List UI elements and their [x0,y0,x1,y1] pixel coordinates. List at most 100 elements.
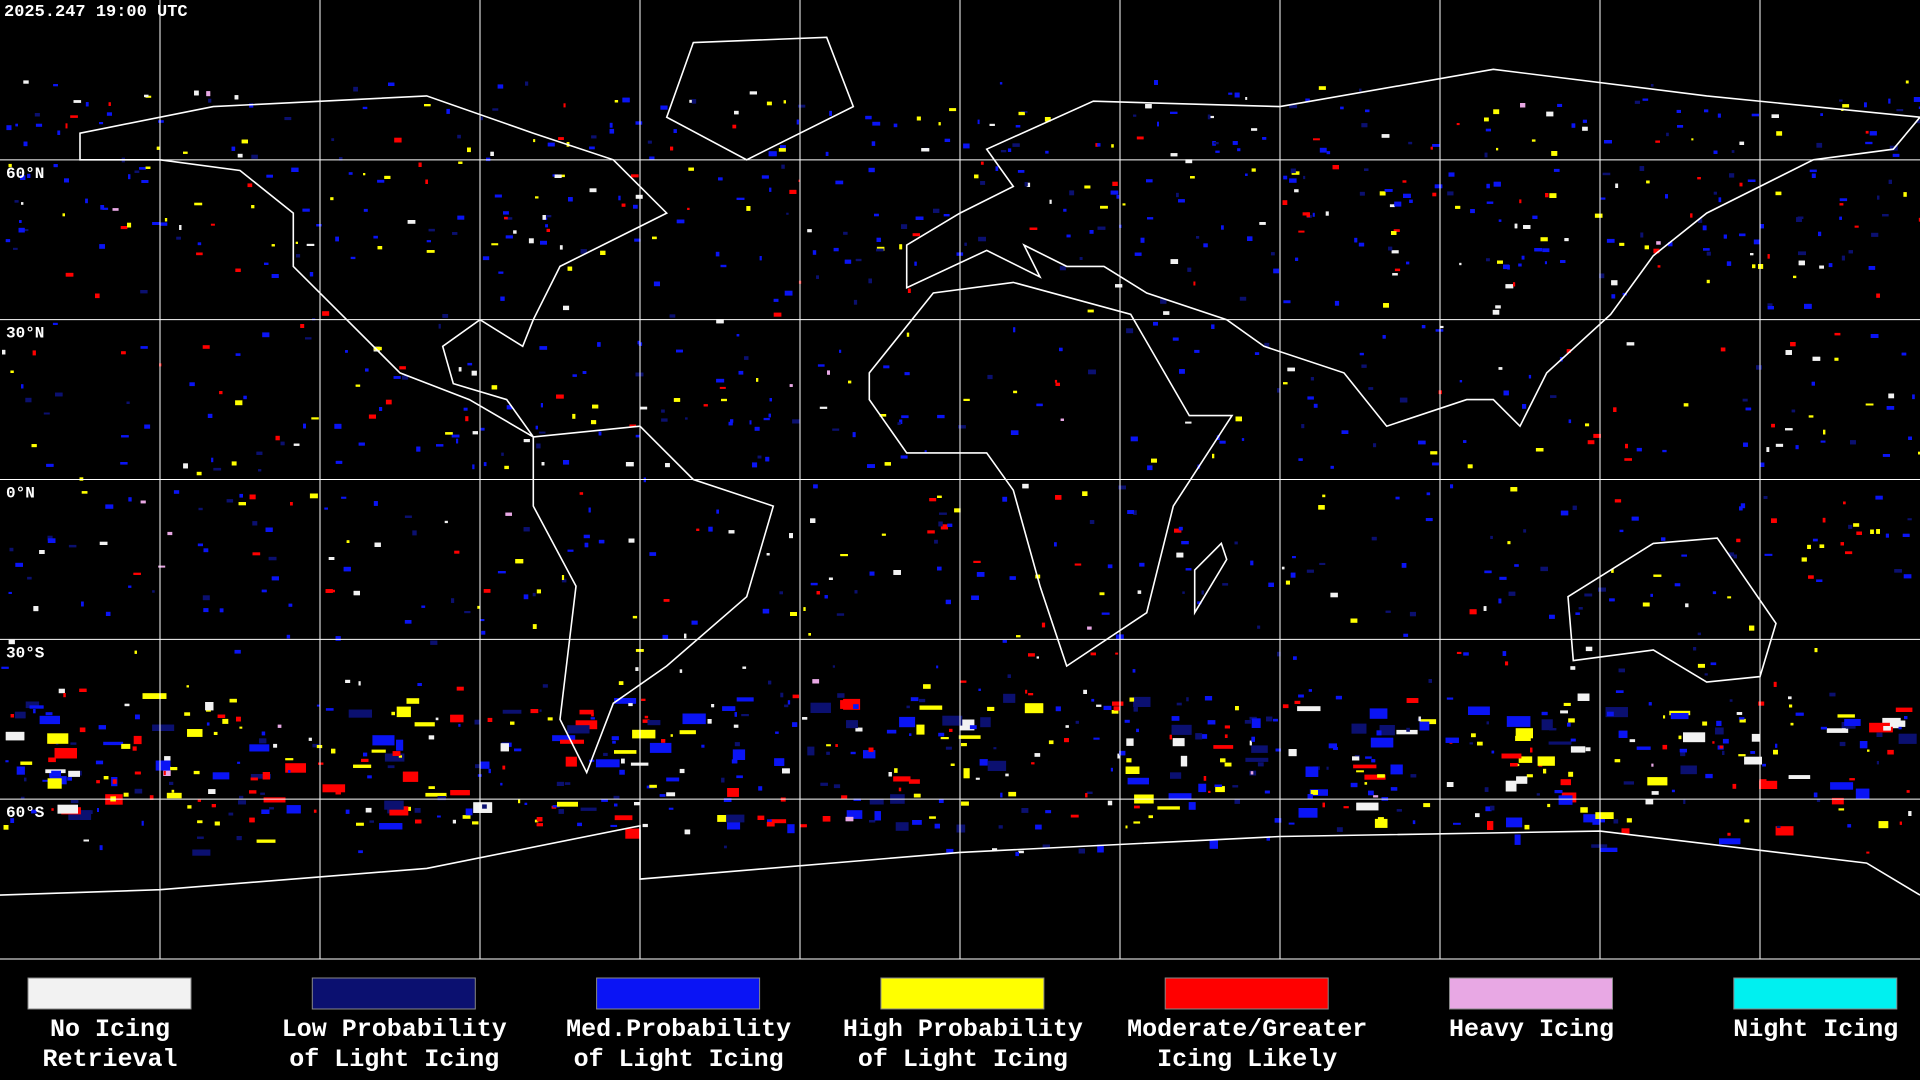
icing-cell [910,697,919,702]
icing-cell [1107,800,1113,806]
icing-cell [1087,309,1094,313]
icing-cell [1055,382,1060,386]
icing-cell [1493,109,1500,115]
icing-cell [934,823,940,829]
icing-cell [1294,700,1301,704]
icing-cell [57,130,61,135]
icing-cell [1653,574,1662,577]
icing-cell [99,845,103,851]
icing-cell [68,544,77,548]
icing-cell [963,143,970,149]
icing-cell [236,836,242,841]
icing-cell [1432,144,1440,147]
icing-cell [1179,369,1185,374]
icing-cell [1499,576,1507,580]
icing-cell [1856,531,1862,535]
icing-cell [480,427,485,431]
icing-cell [808,633,811,636]
icing-cell [1903,574,1912,579]
icing-cell [1683,799,1686,804]
icing-cell [1751,113,1759,117]
icing-cell [1172,738,1185,747]
icing-cell [8,591,12,594]
icing-cell [428,735,435,740]
icing-cell [1715,727,1724,735]
icing-cell [1450,484,1454,489]
icing-cell [67,777,72,781]
icing-cell [171,789,175,793]
icing-cell [497,84,504,89]
icing-cell [1440,325,1444,329]
icing-cell [1188,802,1196,810]
icing-cell [1717,113,1721,118]
icing-cell [1545,193,1549,198]
icing-cell [18,227,25,233]
icing-cell [309,272,314,277]
icing-cell [293,443,300,446]
icing-cell [614,750,637,754]
icing-cell [387,765,395,769]
icing-cell [1379,725,1395,736]
icing-cell [355,384,361,387]
icing-cell [733,724,739,728]
icing-cell [25,701,40,709]
icing-cell [1739,233,1746,237]
icing-cell [1336,827,1343,832]
icing-cell [1549,728,1557,731]
icing-cell [442,314,449,318]
icing-cell [124,703,130,707]
icing-cell [1352,756,1360,761]
icing-cell [963,768,970,779]
icing-cell [523,439,530,443]
icing-cell [5,760,9,763]
icing-cell [1196,236,1200,239]
icing-cell [140,500,146,504]
icing-cell [1146,179,1153,183]
icing-cell [480,116,483,121]
icing-cell [1393,229,1400,232]
icing-cell [1078,848,1085,854]
icing-cell [160,222,168,226]
icing-cell [1676,109,1681,113]
icing-cell [1200,734,1208,739]
icing-cell [1418,440,1426,445]
icing-cell [99,541,108,545]
icing-cell [377,179,385,183]
icing-cell [243,395,247,400]
icing-cell [1739,506,1743,511]
icing-cell [660,105,668,110]
icing-cell [1812,356,1821,361]
icing-cell [826,751,830,755]
icing-cell [1842,104,1850,108]
icing-cell [525,81,529,86]
icing-cell [1518,263,1522,267]
icing-cell [1758,701,1765,706]
icing-cell [20,175,26,180]
icing-cell [1776,131,1783,136]
icing-cell [564,782,571,785]
icing-cell [394,137,402,143]
icing-cell [784,290,793,296]
icing-cell [1540,237,1548,242]
icing-cell [424,104,431,107]
icing-cell [5,239,11,243]
icing-cell [836,613,845,616]
icing-cell [868,747,874,752]
icing-cell [614,698,637,704]
icing-cell [789,189,797,194]
icing-cell [24,229,29,232]
icing-cell [1747,179,1756,182]
icing-cell [1882,454,1890,457]
icing-cell [742,666,747,669]
icing-cell [1706,279,1710,284]
icing-cell [105,611,111,616]
icing-cell [577,822,582,827]
icing-cell [1486,721,1489,725]
icing-cell [637,340,641,345]
icing-cell [1244,720,1252,724]
icing-cell [1101,612,1110,615]
icing-cell [51,770,61,776]
icing-cell [591,420,597,425]
icing-cell [1522,404,1527,409]
icing-cell [407,220,416,224]
